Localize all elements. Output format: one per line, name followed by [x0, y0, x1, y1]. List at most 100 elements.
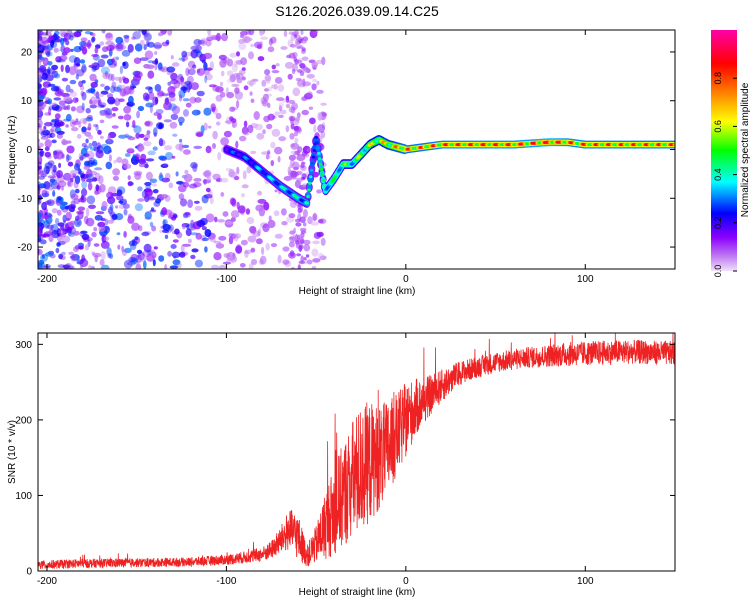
spectrogram-noise-blob — [225, 167, 232, 172]
spectrogram-noise-blob — [134, 203, 143, 212]
spectrogram-noise-blob — [42, 265, 51, 269]
spectrogram-noise-blob — [69, 79, 77, 85]
spectrogram-noise-blob — [92, 159, 98, 166]
spectrogram-noise-blob — [231, 107, 238, 111]
spectrogram-noise-blob — [74, 65, 79, 72]
spectrogram-noise-blob — [243, 120, 248, 128]
spectrogram-noise-blob — [51, 208, 58, 214]
spectrogram-noise-blob — [274, 189, 278, 193]
spectrogram-noise-blob — [77, 206, 86, 211]
spectrogram-noise-blob — [86, 127, 91, 131]
spectrogram-noise-blob — [151, 225, 157, 232]
spectrogram-noise-blob — [247, 80, 256, 86]
spectrogram-noise-blob — [98, 99, 102, 107]
spectrogram-noise-blob — [112, 168, 120, 176]
spectrogram-noise-blob — [57, 196, 62, 201]
spectrogram-noise-blob — [312, 30, 319, 35]
spectrogram-noise-blob — [97, 104, 106, 108]
spectrogram-noise-blob — [135, 153, 141, 161]
spectrogram-noise-blob — [125, 121, 130, 128]
spectrogram-noise-blob — [175, 143, 184, 151]
spectrogram-noise-blob — [43, 219, 50, 229]
spectrogram-noise-blob — [38, 125, 42, 131]
spectrogram-xtick-label: -200 — [37, 274, 57, 285]
spectrogram-noise-blob — [258, 207, 266, 217]
spectrogram-noise-blob — [263, 115, 271, 123]
spectrogram-noise-blob — [288, 115, 296, 122]
spectrogram-noise-blob — [90, 37, 95, 44]
spectrogram-noise-blob — [182, 181, 190, 188]
spectrogram-noise-blob — [181, 50, 188, 58]
spectrogram-noise-blob — [43, 165, 51, 175]
spectrogram-noise-blob — [88, 264, 92, 269]
spectrogram-noise-blob — [299, 227, 307, 232]
spectrogram-noise-blob — [86, 195, 96, 205]
spectrogram-noise-blob — [99, 112, 108, 116]
spectrogram-noise-blob — [144, 211, 152, 220]
spectrogram-noise-blob — [220, 192, 225, 197]
spectrogram-noise-blob — [105, 108, 113, 116]
spectrogram-noise-blob — [183, 87, 187, 94]
spectrogram-noise-blob — [112, 113, 116, 117]
spectrogram-noise-blob — [299, 216, 306, 223]
spectrogram-noise-blob — [122, 62, 126, 66]
spectrogram-noise-blob — [171, 62, 180, 67]
colorbar-ticks: 0.0 0.2 0.4 0.6 0.8 — [713, 72, 737, 277]
spectrogram-noise-blob — [199, 217, 208, 226]
spectrogram-noise-blob — [172, 239, 179, 243]
spectrogram-noise-blob — [133, 125, 142, 134]
spectrogram-noise-blob — [217, 151, 222, 161]
spectrogram-noise-blob — [306, 259, 313, 265]
spectrogram-noise-blob — [119, 65, 123, 75]
spectrogram-noise-blob — [309, 117, 316, 125]
spectrogram-noise-blob — [81, 65, 87, 74]
spectrogram-noise-blob — [270, 141, 276, 149]
spectrogram-noise-blob — [289, 250, 295, 257]
spectrogram-ytick-label: 20 — [21, 47, 33, 58]
spectrogram-noise-blob — [251, 78, 259, 82]
spectrogram-noise-blob — [70, 177, 74, 183]
spectrogram-noise-blob — [127, 136, 136, 141]
spectrogram-noise-blob — [104, 218, 109, 226]
spectrogram-noise-blob — [103, 107, 111, 116]
spectrogram-noise-blob — [149, 104, 153, 114]
spectrogram-noise-blob — [196, 90, 205, 97]
spectrogram-noise-blob — [138, 145, 145, 151]
spectrogram-noise-blob — [111, 125, 119, 129]
spectrogram-noise-blob — [178, 193, 185, 201]
spectrogram-noise-blob — [129, 104, 133, 108]
spectrogram-noise-blob — [76, 210, 85, 215]
spectrogram-noise-blob — [202, 237, 209, 242]
spectrogram-noise-blob — [183, 149, 191, 155]
spectrogram-noise-blob — [283, 176, 292, 181]
spectrogram-noise-blob — [100, 54, 109, 59]
spectrogram-noise-blob — [173, 80, 181, 89]
spectrogram-noise-blob — [131, 36, 136, 40]
spectrogram-noise-blob — [138, 255, 147, 263]
spectrogram-noise-blob — [247, 37, 253, 42]
spectrogram-noise-blob — [92, 99, 101, 106]
spectrogram-noise-blob — [60, 64, 64, 73]
spectrogram-noise-blob — [47, 98, 53, 105]
spectrogram-noise-blob — [188, 238, 192, 244]
spectrogram-noise-blob — [225, 221, 234, 225]
spectrogram-noise-blob — [65, 39, 70, 46]
spectrogram-noise-blob — [87, 88, 96, 93]
spectrogram-noise-blob — [50, 119, 57, 128]
spectrogram-noise-blob — [101, 234, 107, 243]
spectrogram-noise-blob — [56, 185, 61, 190]
spectrogram-noise-blob — [177, 116, 185, 124]
spectrogram-noise-blob — [81, 233, 90, 240]
spectrogram-noise-blob — [162, 229, 170, 233]
spectrogram-noise-blob — [297, 264, 301, 269]
colorbar-tick-label: 0.6 — [713, 120, 723, 133]
spectrogram-noise-blob — [130, 257, 139, 265]
spectrogram-noise-blob — [47, 175, 56, 179]
spectrogram-noise-blob — [85, 107, 91, 114]
spectrogram-noise-blob — [53, 73, 61, 79]
spectrogram-noise-blob — [84, 117, 94, 122]
spectrogram-noise-blob — [147, 150, 156, 156]
spectrogram-noise-blob — [119, 44, 127, 50]
spectrogram-noise-blob — [205, 213, 215, 223]
